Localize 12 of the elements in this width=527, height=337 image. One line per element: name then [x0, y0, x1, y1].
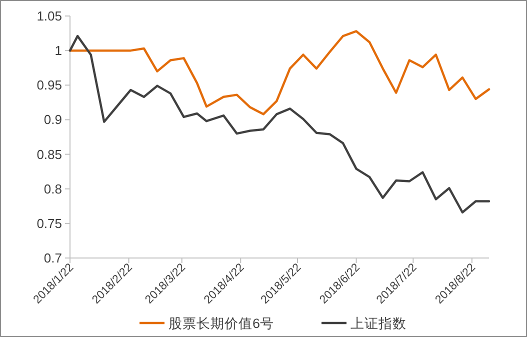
y-tick-label: 0.8	[44, 181, 62, 196]
y-tick-label: 1.05	[36, 8, 62, 24]
y-tick-label: 0.95	[36, 78, 62, 93]
legend-label: 股票长期价值6号	[168, 316, 274, 331]
y-tick-label: 0.85	[36, 146, 62, 162]
line-series	[68, 34, 490, 214]
y-tick-label: 1	[54, 43, 62, 58]
line-series	[68, 30, 490, 116]
legend-label: 上证指数	[350, 316, 406, 331]
y-tick-label: 0.7	[44, 250, 62, 266]
y-tick-label: 0.9	[44, 112, 62, 128]
y-tick-label: 0.75	[36, 216, 62, 231]
